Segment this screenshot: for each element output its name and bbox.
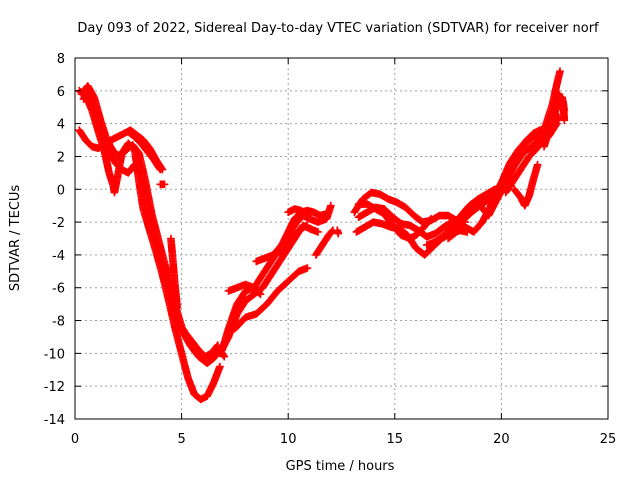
series-6 <box>156 180 169 189</box>
chart-title: Day 093 of 2022, Sidereal Day-to-day VTE… <box>77 21 599 36</box>
x-tick-label: 25 <box>600 432 617 447</box>
data-point <box>303 211 312 220</box>
data-point <box>314 228 322 236</box>
y-axis-label: SDTVAR / TECUs <box>8 185 23 292</box>
y-tick-label: 2 <box>57 150 65 165</box>
data-point <box>303 264 312 272</box>
y-tick-label: -8 <box>52 315 65 330</box>
data-point <box>156 165 165 174</box>
data-point <box>426 216 434 224</box>
series-3 <box>79 87 222 361</box>
series-7 <box>167 234 182 312</box>
series-16 <box>333 226 343 238</box>
x-tick-label: 5 <box>177 432 185 447</box>
y-tick-label: -12 <box>44 380 65 395</box>
data-point <box>322 210 331 218</box>
plot-frame <box>74 57 609 420</box>
x-tick-label: 10 <box>280 432 297 447</box>
data-point <box>216 362 224 371</box>
series-5 <box>124 128 165 174</box>
series-15 <box>312 226 337 259</box>
data-point <box>220 352 229 361</box>
y-tick-label: 0 <box>57 183 65 198</box>
data-point <box>533 160 542 169</box>
data-point <box>327 201 335 210</box>
series-14 <box>284 205 312 220</box>
y-tick-label: 6 <box>57 85 65 100</box>
data-point <box>213 342 221 351</box>
series-13 <box>275 221 312 258</box>
series-11 <box>231 264 312 333</box>
data-points <box>75 67 569 404</box>
y-tick-label: 8 <box>57 52 65 67</box>
data-point <box>303 221 312 230</box>
x-tick-label: 0 <box>71 432 79 447</box>
data-point <box>560 116 569 125</box>
grid-lines <box>75 58 608 419</box>
x-axis-label: GPS time / hours <box>286 459 395 474</box>
data-point <box>160 180 169 189</box>
y-tick-label: -2 <box>52 216 65 231</box>
data-point <box>556 67 564 75</box>
y-tick-label: 4 <box>57 118 65 133</box>
data-point <box>560 106 569 115</box>
y-tick-label: -4 <box>52 249 65 264</box>
data-point <box>302 210 311 219</box>
series-26 <box>510 160 542 210</box>
data-point <box>334 229 343 238</box>
series-29 <box>540 93 569 151</box>
x-tick-label: 20 <box>493 432 510 447</box>
y-tick-label: -10 <box>44 347 65 362</box>
y-tick-label: -6 <box>52 282 65 297</box>
data-point <box>427 215 435 223</box>
y-axis-ticks: 8 6 4 2 0 -2 -4 -6 -8 -10 -12 -14 <box>44 52 608 428</box>
x-axis-ticks: 0 5 10 15 20 25 <box>71 58 616 447</box>
x-tick-label: 15 <box>387 432 404 447</box>
y-tick-label: -14 <box>44 413 65 428</box>
series-20 <box>354 200 435 243</box>
data-point <box>173 303 182 312</box>
